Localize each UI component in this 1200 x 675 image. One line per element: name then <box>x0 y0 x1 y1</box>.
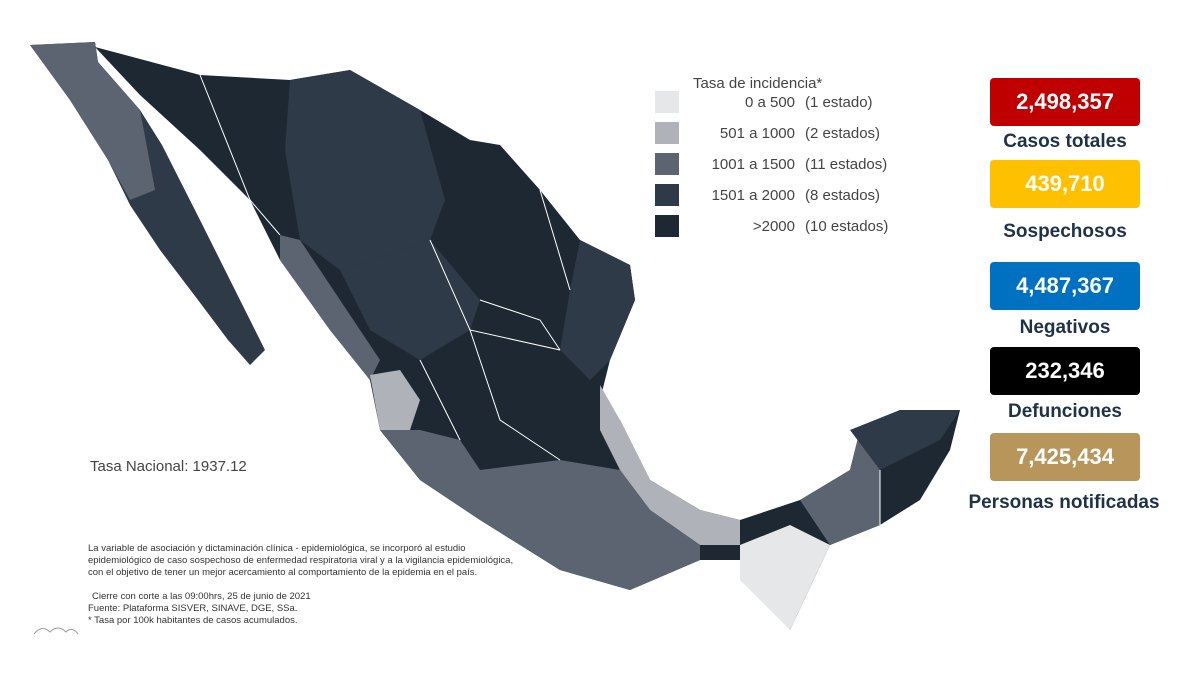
legend-range: 1001 a 1500 <box>711 155 795 173</box>
stat-value: 7,425,434 <box>990 433 1140 481</box>
chihuahua <box>285 70 445 270</box>
jalisco <box>380 430 480 520</box>
legend-title: Tasa de incidencia* <box>693 75 823 92</box>
legend-swatch <box>655 91 679 113</box>
legend-swatch <box>655 215 679 237</box>
legend-count: (8 estados) <box>805 186 881 204</box>
stat-label: Defunciones <box>1007 401 1123 422</box>
map <box>30 42 960 630</box>
legend-swatch <box>655 122 679 144</box>
legend-count: (2 estados) <box>805 124 881 142</box>
note-line: La variable de asociación y dictaminació… <box>88 543 466 554</box>
note-cutoff: Cierre con corte a las 09:00hrs, 25 de j… <box>92 591 311 602</box>
legend-count: (1 estado) <box>805 93 873 111</box>
stat-value: 232,346 <box>990 347 1140 395</box>
legend-item: >2000 (10 estados) <box>655 213 888 239</box>
baja-north <box>30 42 155 200</box>
legend-item: 0 a 500 (1 estado) <box>655 89 873 115</box>
note-rate: * Tasa por 100k habitantes de casos acum… <box>88 615 298 626</box>
legend-range: 501 a 1000 <box>719 124 795 142</box>
stat-value: 2,498,357 <box>990 78 1140 126</box>
note-source: Fuente: Plataforma SISVER, SINAVE, DGE, … <box>88 603 298 614</box>
tamaulipas <box>560 240 635 380</box>
legend-swatch <box>655 153 679 175</box>
stat-label: Negativos <box>1019 317 1111 338</box>
legend-item: 501 a 1000 (2 estados) <box>655 120 880 146</box>
stat-label: Personas notificadas <box>968 492 1160 513</box>
campeche <box>800 430 880 545</box>
chiapas <box>740 525 830 630</box>
logo <box>33 627 79 635</box>
south <box>480 460 700 590</box>
legend-item: 1001 a 1500 (11 estados) <box>655 151 887 177</box>
stat-label: Sospechosos <box>1003 221 1127 242</box>
legend-count: (11 estados) <box>805 155 888 173</box>
legend-count: (10 estados) <box>805 217 889 235</box>
legend-swatch <box>655 184 679 206</box>
sinaloa <box>280 235 380 380</box>
note-association: La variable de asociación y dictaminació… <box>88 543 513 579</box>
nayarit <box>370 370 420 430</box>
stat-value: 439,710 <box>990 160 1140 208</box>
legend-range: 0 a 500 <box>744 93 795 111</box>
legend-range: 1501 a 2000 <box>711 186 795 204</box>
veracruz <box>600 385 740 545</box>
stat-value: 4,487,367 <box>990 262 1140 310</box>
coahuila <box>340 240 480 360</box>
yucatan <box>850 410 960 470</box>
note-line: epidemiológico de caso sospechoso de enf… <box>88 555 514 566</box>
national-rate: Tasa Nacional: 1937.12 <box>90 458 247 475</box>
legend-item: 1501 a 2000 (8 estados) <box>655 182 880 208</box>
borders <box>199 74 881 525</box>
stat-label: Casos totales <box>1003 131 1127 152</box>
note-line: con el objetivo de tener un mejor acerca… <box>88 567 478 578</box>
legend-range: >2000 <box>752 217 795 235</box>
